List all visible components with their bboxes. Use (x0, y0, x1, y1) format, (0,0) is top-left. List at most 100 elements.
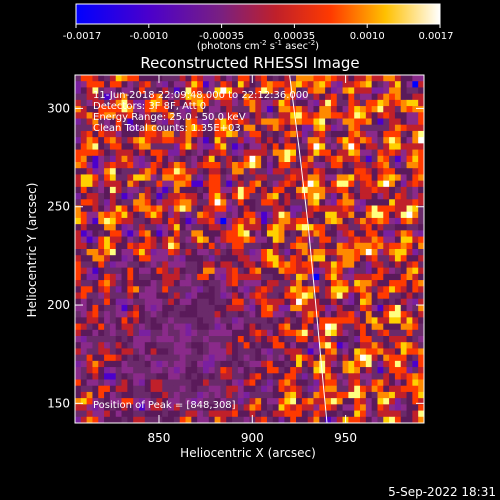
heatmap-cell (75, 124, 82, 132)
heatmap-cell (109, 267, 117, 275)
heatmap-cell (290, 87, 297, 95)
heatmap-cell (394, 317, 402, 324)
heatmap-cell (325, 81, 332, 88)
heatmap-cell (377, 112, 384, 119)
heatmap-cell (394, 373, 402, 380)
heatmap-cell (261, 224, 268, 231)
heatmap-cell (412, 242, 419, 250)
heatmap-cell (278, 205, 285, 213)
heatmap-cell (365, 236, 373, 244)
heatmap-cell (342, 249, 349, 256)
heatmap-cell (104, 124, 111, 132)
heatmap-cell (208, 416, 215, 423)
heatmap-cell (202, 118, 210, 126)
heatmap-cell (226, 379, 233, 387)
heatmap-cell (98, 149, 105, 157)
heatmap-cell (365, 242, 373, 250)
heatmap-cell (92, 217, 99, 225)
heatmap-cell (214, 404, 221, 411)
heatmap-cell (290, 112, 297, 119)
heatmap-cell (301, 112, 309, 119)
heatmap-cell (342, 304, 349, 312)
heatmap-cell (243, 130, 250, 138)
heatmap-cell (284, 99, 291, 107)
heatmap-cell (127, 186, 134, 194)
heatmap-cell (185, 404, 192, 411)
heatmap-cell (330, 261, 338, 269)
heatmap-cell (173, 93, 181, 101)
heatmap-cell (278, 99, 285, 107)
heatmap-cell (197, 75, 204, 82)
heatmap-cell (296, 205, 303, 213)
heatmap-cell (75, 155, 82, 163)
heatmap-cell (354, 404, 361, 411)
heatmap-cell (92, 348, 99, 356)
heatmap-cell (371, 186, 378, 194)
heatmap-cell (394, 336, 402, 343)
heatmap-cell (220, 137, 227, 144)
heatmap-cell (371, 404, 378, 411)
heatmap-cell (325, 404, 332, 411)
heatmap-cell (98, 193, 105, 200)
heatmap-cell (394, 379, 402, 387)
heatmap-cell (197, 106, 204, 113)
heatmap-cell (307, 106, 314, 113)
heatmap-cell (354, 360, 361, 368)
heatmap-cell (109, 155, 117, 163)
heatmap-cell (360, 87, 367, 95)
heatmap-cell (121, 304, 128, 312)
heatmap-cell (389, 360, 396, 368)
heatmap-cell (173, 106, 181, 113)
heatmap-cell (354, 255, 361, 262)
heatmap-cell (418, 124, 424, 132)
heatmap-cell (237, 360, 245, 368)
heatmap-cell (214, 130, 221, 138)
heatmap-cell (313, 124, 320, 132)
heatmap-cell (185, 143, 192, 150)
heatmap-cell (418, 230, 424, 237)
heatmap-cell (313, 180, 320, 188)
heatmap-cell (296, 379, 303, 387)
heatmap-cell (371, 286, 378, 293)
heatmap-cell (360, 143, 367, 150)
heatmap-cell (418, 174, 424, 182)
heatmap-cell (185, 81, 192, 88)
heatmap-cell (325, 193, 332, 200)
heatmap-cell (243, 99, 250, 107)
heatmap-cell (226, 242, 233, 250)
heatmap-cell (307, 317, 314, 324)
heatmap-cell (336, 217, 343, 225)
heatmap-cell (92, 273, 99, 281)
heatmap-cell (266, 311, 274, 318)
heatmap-cell (168, 168, 175, 175)
heatmap-cell (307, 416, 314, 423)
heatmap-cell (255, 385, 262, 393)
heatmap-cell (197, 323, 204, 331)
heatmap-cell (330, 124, 338, 132)
heatmap-cell (86, 186, 93, 194)
heatmap-cell (138, 416, 146, 423)
heatmap-cell (80, 106, 88, 113)
heatmap-cell (389, 143, 396, 150)
x-tick-label: 900 (241, 431, 264, 445)
heatmap-cell (278, 93, 285, 101)
heatmap-cell (255, 199, 262, 206)
heatmap-cell (266, 304, 274, 312)
heatmap-cell (80, 137, 88, 144)
heatmap-cell (383, 286, 390, 293)
heatmap-cell (342, 199, 349, 206)
heatmap-cell (80, 199, 88, 206)
heatmap-cell (237, 186, 245, 194)
heatmap-cell (406, 367, 413, 374)
heatmap-cell (371, 124, 378, 132)
heatmap-cell (348, 93, 355, 101)
heatmap-cell (389, 224, 396, 231)
heatmap-cell (75, 360, 82, 368)
heatmap-cell (354, 75, 361, 82)
heatmap-cell (185, 118, 192, 126)
heatmap-cell (360, 280, 367, 287)
heatmap-cell (284, 81, 291, 88)
heatmap-cell (371, 416, 378, 423)
heatmap-cell (185, 149, 192, 157)
heatmap-cell (98, 93, 105, 101)
